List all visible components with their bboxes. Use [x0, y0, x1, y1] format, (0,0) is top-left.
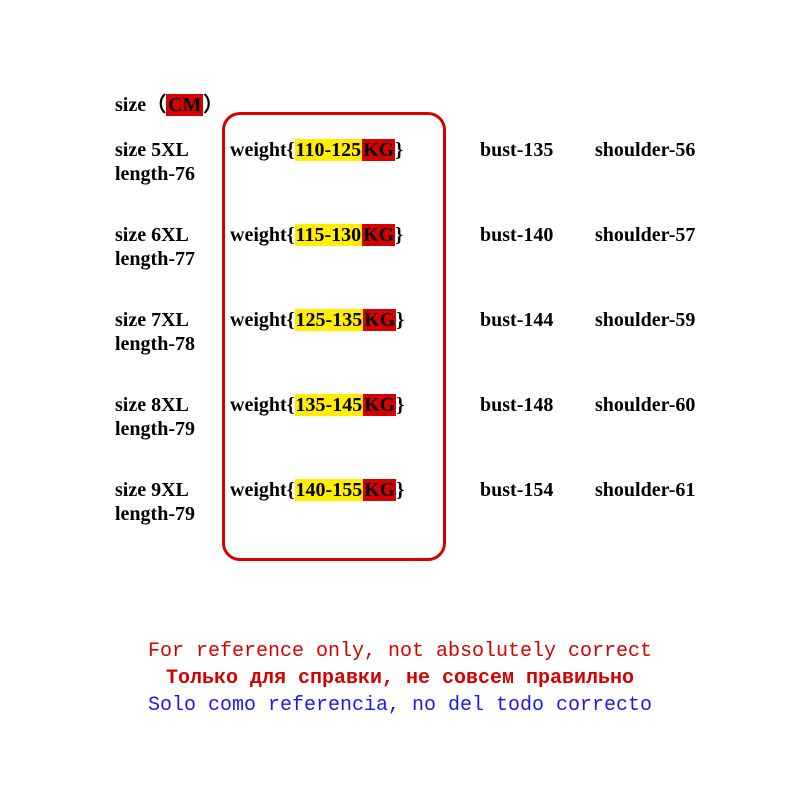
weight-suffix: } — [395, 224, 403, 246]
footer-en: For reference only, not absolutely corre… — [0, 638, 800, 665]
weight-unit: KG — [363, 394, 396, 416]
bust-cell: bust-144 — [480, 309, 595, 332]
length-cell: length-76 — [115, 163, 195, 186]
weight-cell: weight{125-135KG} — [230, 309, 480, 332]
weight-cell: weight{135-145KG} — [230, 394, 480, 417]
weight-cell: weight{110-125KG} — [230, 139, 480, 162]
size-cell: size 5XL — [115, 139, 230, 162]
shoulder-cell: shoulder-56 — [595, 139, 695, 162]
bust-cell: bust-135 — [480, 139, 595, 162]
length-cell: length-77 — [115, 248, 195, 271]
size-cell: size 8XL — [115, 394, 230, 417]
weight-suffix: } — [396, 479, 404, 501]
header-unit: CM — [166, 94, 203, 116]
size-cell: size 9XL — [115, 479, 230, 502]
size-cell: size 7XL — [115, 309, 230, 332]
weight-range: 115-130 — [295, 224, 363, 246]
weight-prefix: weight{ — [230, 309, 295, 331]
weight-range: 110-125 — [295, 139, 363, 161]
size-row: size 5XLweight{110-125KG}bust-135shoulde… — [115, 139, 695, 162]
weight-unit: KG — [363, 309, 396, 331]
weight-prefix: weight{ — [230, 224, 295, 246]
bust-cell: bust-154 — [480, 479, 595, 502]
bust-cell: bust-148 — [480, 394, 595, 417]
weight-prefix: weight{ — [230, 394, 295, 416]
weight-suffix: } — [395, 139, 403, 161]
length-cell: length-78 — [115, 333, 195, 356]
header-open-paren: （ — [146, 94, 166, 116]
weight-suffix: } — [396, 394, 404, 416]
shoulder-cell: shoulder-60 — [595, 394, 695, 417]
size-row: size 9XLweight{140-155KG}bust-154shoulde… — [115, 479, 695, 502]
weight-cell: weight{115-130KG} — [230, 224, 480, 247]
weight-unit: KG — [362, 139, 395, 161]
size-row: size 6XLweight{115-130KG}bust-140shoulde… — [115, 224, 695, 247]
header-size-label: size — [115, 94, 146, 116]
size-cell: size 6XL — [115, 224, 230, 247]
weight-unit: KG — [362, 224, 395, 246]
header-close-paren: ） — [203, 94, 223, 116]
size-row: size 7XLweight{125-135KG}bust-144shoulde… — [115, 309, 695, 332]
weight-range: 140-155 — [295, 479, 364, 501]
shoulder-cell: shoulder-57 — [595, 224, 695, 247]
footer-es: Solo como referencia, no del todo correc… — [0, 692, 800, 719]
size-row: size 8XLweight{135-145KG}bust-148shoulde… — [115, 394, 695, 417]
weight-unit: KG — [363, 479, 396, 501]
weight-range: 135-145 — [295, 394, 364, 416]
bust-cell: bust-140 — [480, 224, 595, 247]
footer-ru: Только для справки, не совсем правильно — [0, 665, 800, 692]
length-cell: length-79 — [115, 503, 195, 526]
weight-range: 125-135 — [295, 309, 364, 331]
weight-prefix: weight{ — [230, 479, 295, 501]
header-line: size（CM） — [115, 88, 223, 117]
footer-notes: For reference only, not absolutely corre… — [0, 638, 800, 719]
size-chart-container: size（CM） For reference only, not absolut… — [0, 0, 800, 800]
weight-prefix: weight{ — [230, 139, 295, 161]
weight-cell: weight{140-155KG} — [230, 479, 480, 502]
length-cell: length-79 — [115, 418, 195, 441]
shoulder-cell: shoulder-61 — [595, 479, 695, 502]
shoulder-cell: shoulder-59 — [595, 309, 695, 332]
weight-suffix: } — [396, 309, 404, 331]
